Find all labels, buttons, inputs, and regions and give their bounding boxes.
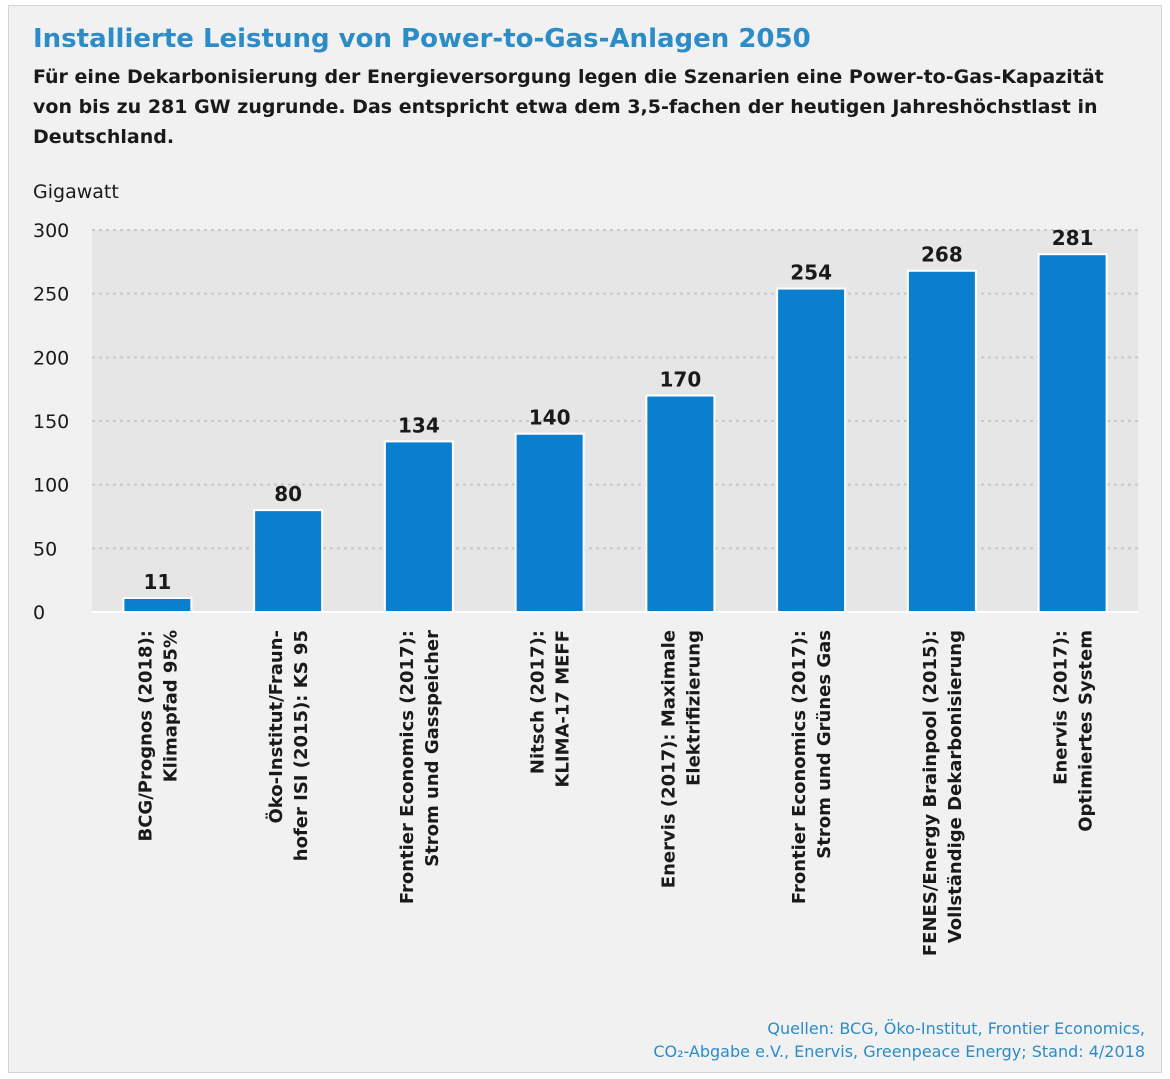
bar-value-label: 140 <box>529 406 571 430</box>
bar-value-label: 11 <box>143 570 171 594</box>
x-category-label: Frontier Economics (2017): Strom und Grün… <box>789 630 835 904</box>
x-category-label-line: hofer ISI (2015): KS 95 <box>291 630 312 861</box>
bar <box>906 269 977 613</box>
y-tick-label: 300 <box>33 220 69 242</box>
x-category-label-line: Nitsch (2017): <box>528 630 549 774</box>
y-tick-label: 200 <box>33 347 69 369</box>
chart-subtitle: Für eine Dekarbonisierung der Energiever… <box>33 66 1104 148</box>
y-tick-label: 50 <box>33 538 57 560</box>
x-category-label-line: Enervis (2017): <box>1051 630 1072 785</box>
bar <box>776 287 847 613</box>
bar <box>514 432 585 613</box>
x-category-label-line: Klimapfad 95% <box>160 630 181 782</box>
x-category-label-line: Elektrifizierung <box>683 630 704 786</box>
bar-value-label: 254 <box>790 261 832 285</box>
x-category-label: Enervis (2017): Maximale Elektrifizierung <box>658 630 704 888</box>
x-category-label: Nitsch (2017): KLIMA-17 MEFF <box>528 630 574 788</box>
y-axis-unit-label: Gigawatt <box>33 181 119 203</box>
bar <box>1037 253 1108 613</box>
bar <box>253 509 324 613</box>
bar <box>383 440 454 613</box>
y-tick-label: 0 <box>33 602 45 624</box>
x-category-label: BCG/Prognos (2018): Klimapfad 95% <box>135 630 181 842</box>
x-category-label-line: Frontier Economics (2017): <box>397 630 418 904</box>
y-tick-label: 250 <box>33 284 69 306</box>
x-category-label-line: FENES/Energy Brainpool (2015): <box>920 630 941 956</box>
bar-value-label: 268 <box>921 243 963 267</box>
bar <box>645 394 716 613</box>
source-line-1: Quellen: BCG, Öko-Institut, Frontier Eco… <box>767 1019 1145 1038</box>
x-category-label: Öko-Institut/Fraun-hofer ISI (2015): KS … <box>265 630 312 861</box>
x-category-label-line: Optimiertes System <box>1076 630 1097 832</box>
x-category-label: FENES/Energy Brainpool (2015): Vollständi… <box>920 630 966 956</box>
x-category-label-line: Strom und Gasspeicher <box>422 630 443 867</box>
x-category-label-line: BCG/Prognos (2018): <box>135 630 156 842</box>
x-category-label: Frontier Economics (2017): Strom und Gass… <box>397 630 443 904</box>
x-category-label-line: Enervis (2017): Maximale <box>658 630 679 888</box>
x-category-label: Enervis (2017): Optimiertes System <box>1051 630 1097 832</box>
bar <box>122 596 193 614</box>
x-category-label-line: Frontier Economics (2017): <box>789 630 810 904</box>
x-category-label-line: Vollständige Dekarbonisierung <box>945 630 966 943</box>
bar-value-label: 281 <box>1052 226 1094 250</box>
x-category-label-line: Öko-Institut/Fraun- <box>265 630 287 824</box>
bar-value-label: 80 <box>274 482 302 506</box>
x-category-label-line: Strom und Grünes Gas <box>814 630 835 859</box>
y-tick-label: 100 <box>33 475 69 497</box>
source-line-2: CO₂-Abgabe e.V., Enervis, Greenpeace Ene… <box>653 1042 1145 1061</box>
x-category-label-line: KLIMA-17 MEFF <box>553 630 574 788</box>
bar-value-label: 170 <box>660 368 702 392</box>
chart-title: Installierte Leistung von Power-to-Gas-A… <box>33 24 811 54</box>
bar-value-label: 134 <box>398 413 440 437</box>
source-note: Quellen: BCG, Öko-Institut, Frontier Eco… <box>653 1017 1145 1063</box>
y-tick-label: 150 <box>33 411 69 433</box>
